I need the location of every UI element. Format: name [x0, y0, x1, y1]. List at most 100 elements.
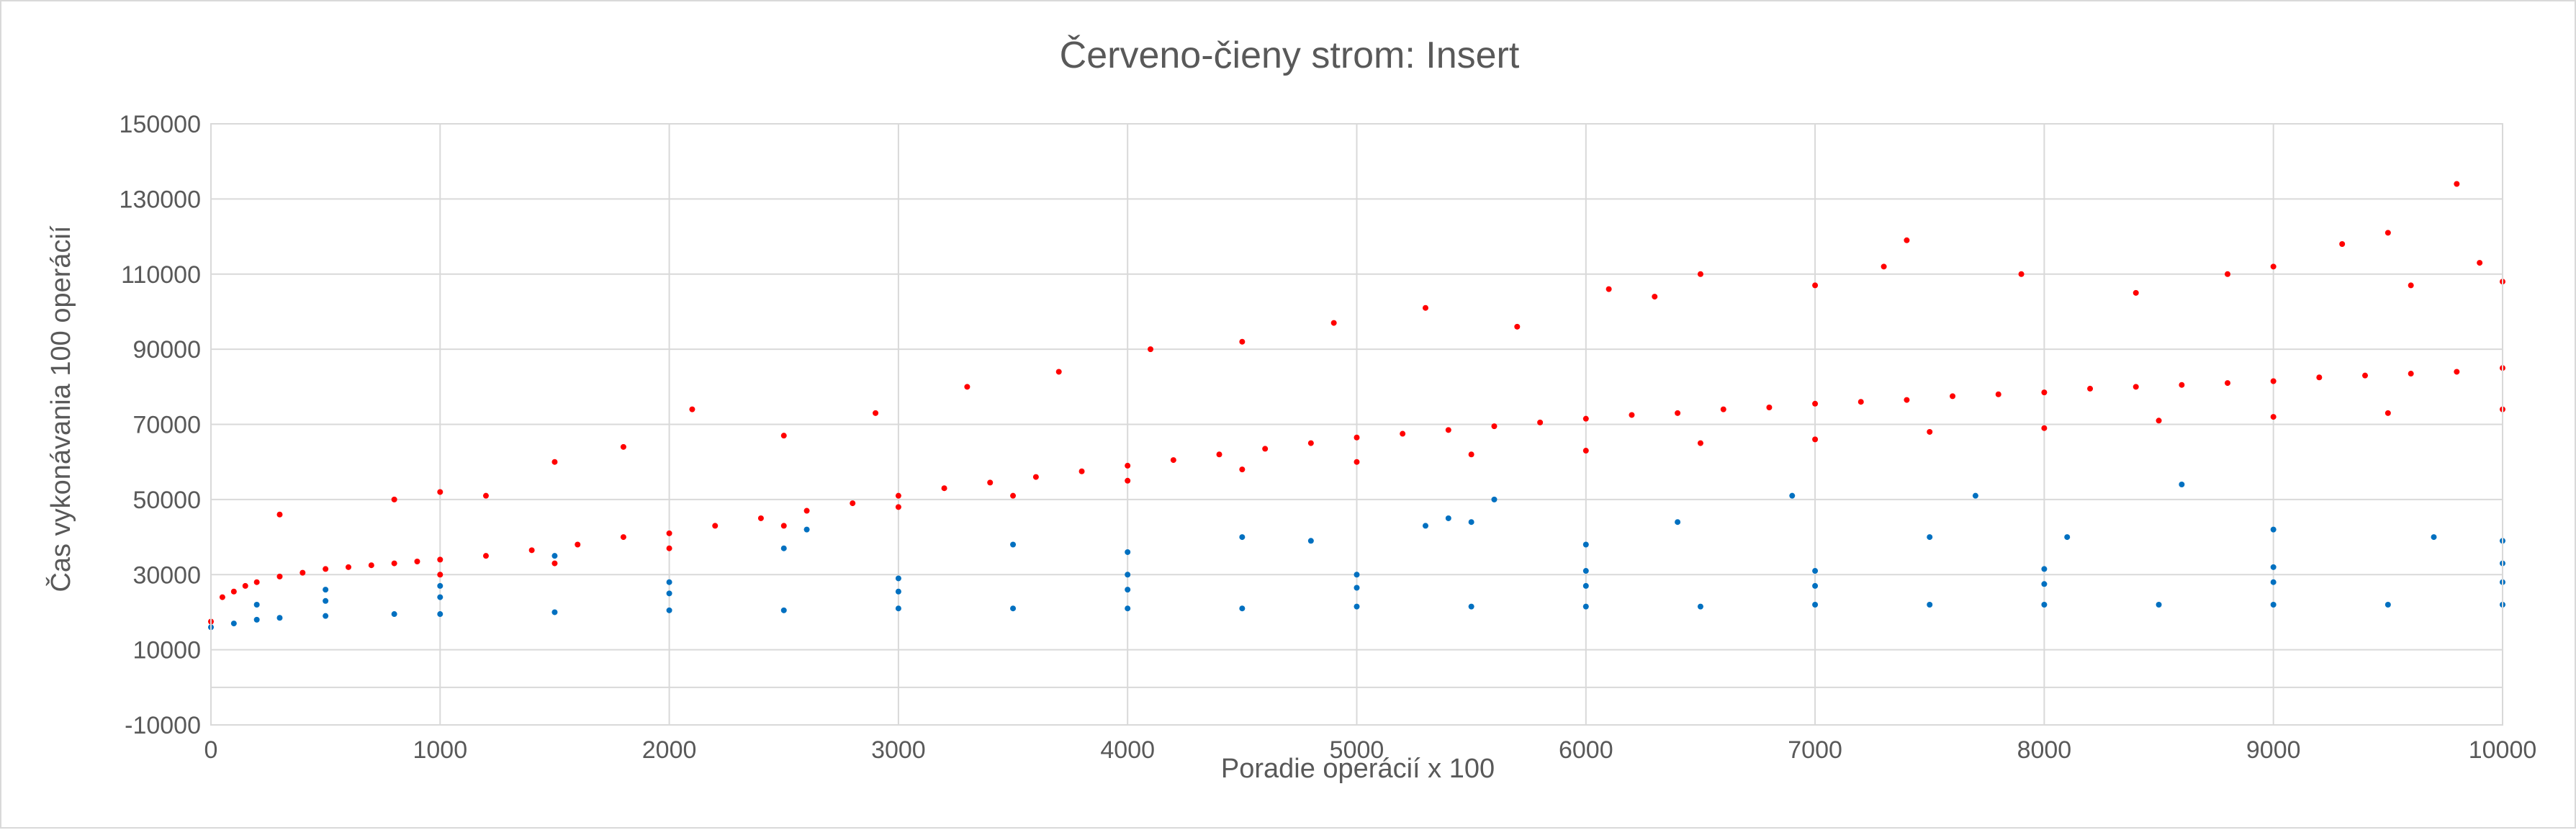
data-point — [895, 492, 901, 499]
x-tick-label: 0 — [204, 736, 218, 764]
data-point — [323, 566, 329, 572]
data-point — [1491, 423, 1498, 430]
data-point — [414, 558, 420, 564]
data-point — [1010, 541, 1017, 548]
data-point — [253, 616, 260, 623]
data-point — [2316, 374, 2323, 381]
data-point — [2133, 384, 2139, 390]
data-point — [2362, 372, 2369, 379]
data-point — [391, 560, 397, 567]
grid-layer — [210, 123, 2503, 726]
data-point — [437, 556, 443, 563]
data-point — [1582, 582, 1589, 589]
data-point — [666, 607, 672, 613]
data-point — [1582, 568, 1589, 574]
data-point — [1812, 602, 1819, 608]
data-point — [1445, 515, 1451, 521]
data-point — [242, 582, 248, 589]
data-point — [1972, 492, 1978, 499]
data-point — [666, 530, 672, 536]
data-point — [2339, 241, 2346, 247]
data-point — [1078, 468, 1085, 474]
data-point — [1354, 585, 1360, 591]
data-point — [575, 541, 581, 548]
data-point — [1239, 605, 1246, 612]
data-point — [1582, 415, 1589, 422]
data-point — [2087, 385, 2094, 392]
data-point — [551, 553, 558, 559]
data-point — [2225, 271, 2231, 277]
data-point — [2270, 579, 2276, 585]
data-point — [1514, 323, 1521, 330]
data-point — [1675, 519, 1681, 525]
data-point — [1697, 271, 1703, 277]
data-point — [1055, 369, 1062, 375]
data-point — [1950, 393, 1956, 400]
data-point — [323, 597, 329, 604]
data-point — [1354, 459, 1360, 465]
data-point — [2133, 289, 2139, 296]
data-point — [482, 492, 489, 499]
data-point — [1582, 603, 1589, 610]
data-point — [1812, 400, 1819, 407]
chart-title: Červeno-čieny strom: Insert — [1060, 35, 1520, 76]
data-point — [2408, 371, 2414, 377]
data-point — [895, 575, 901, 582]
data-point — [666, 545, 672, 551]
data-point — [1582, 448, 1589, 454]
x-tick-label: 4000 — [1100, 736, 1155, 764]
data-point — [2408, 282, 2414, 289]
data-point — [1675, 410, 1681, 416]
data-point — [528, 547, 535, 554]
x-axis-label: Poradie operácií x 100 — [1221, 754, 1495, 784]
y-tick-label: 90000 — [132, 336, 201, 364]
data-point — [345, 564, 351, 570]
data-point — [1812, 582, 1819, 589]
data-point — [2477, 260, 2483, 266]
data-point — [1468, 451, 1474, 458]
data-point — [1927, 428, 1933, 435]
data-point — [780, 545, 787, 551]
data-point — [219, 594, 225, 600]
data-point — [1468, 603, 1474, 610]
data-point — [895, 588, 901, 595]
data-point — [2041, 602, 2048, 608]
data-point — [1652, 294, 1658, 300]
data-point — [666, 579, 672, 585]
y-axis-label: Čas vykonávania 100 operácií — [45, 225, 76, 592]
data-point — [551, 459, 558, 465]
data-point — [1307, 440, 1314, 446]
data-point — [1239, 534, 1246, 541]
data-point — [1857, 399, 1864, 405]
data-point — [300, 569, 306, 576]
data-point — [2156, 418, 2162, 424]
data-point — [2454, 369, 2460, 375]
data-point — [1148, 346, 1154, 353]
y-tick-label: 130000 — [120, 186, 201, 213]
data-point — [1239, 466, 1246, 473]
data-point — [780, 523, 787, 529]
data-point — [1239, 338, 1246, 345]
data-point — [2270, 564, 2276, 570]
data-point — [1354, 603, 1360, 610]
data-point — [1812, 436, 1819, 443]
data-point — [1262, 446, 1269, 452]
data-point — [1445, 427, 1451, 433]
data-point — [2156, 602, 2162, 608]
y-tick-label: 10000 — [132, 637, 201, 664]
data-point — [2041, 566, 2048, 572]
data-point — [895, 605, 901, 612]
x-tick-label: 3000 — [871, 736, 926, 764]
data-point — [276, 511, 283, 518]
data-point — [895, 504, 901, 510]
series-1 — [208, 482, 2505, 631]
data-point — [757, 515, 764, 521]
data-point — [1697, 603, 1703, 610]
data-point — [1720, 406, 1726, 412]
x-tick-label: 8000 — [2017, 736, 2072, 764]
data-point — [1216, 451, 1222, 458]
data-point — [1125, 605, 1131, 612]
data-point — [437, 489, 443, 495]
x-tick-label: 6000 — [1559, 736, 1613, 764]
